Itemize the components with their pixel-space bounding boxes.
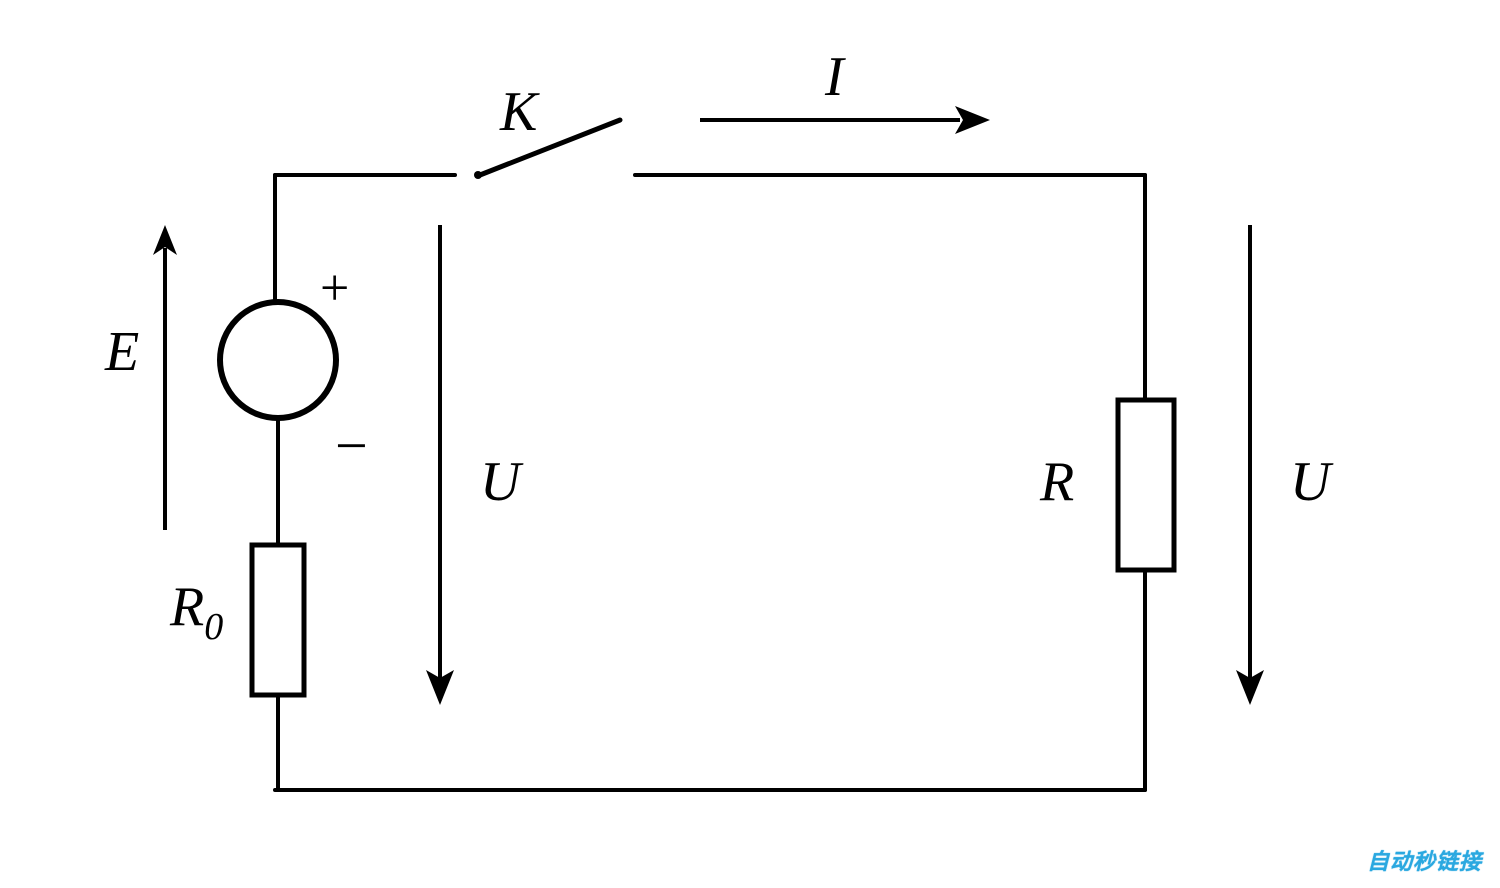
reference-arrows — [153, 106, 1264, 705]
watermark-text: 自动秒链接 — [1367, 844, 1482, 876]
arrow-u-right — [1236, 225, 1264, 705]
resistor-r0 — [252, 545, 304, 695]
circuit-diagram: E K I U U R R0 + − — [0, 0, 1500, 888]
resistor-r — [1118, 400, 1174, 570]
label-r0: R0 — [169, 576, 223, 648]
arrow-i — [700, 106, 990, 134]
switch-hinge — [474, 171, 482, 179]
label-minus: − — [335, 413, 368, 478]
label-plus: + — [320, 260, 349, 317]
circuit-wires — [275, 120, 1145, 790]
label-u-right: U — [1290, 451, 1334, 513]
label-k: K — [499, 81, 540, 143]
label-r: R — [1039, 451, 1074, 513]
label-u-left: U — [480, 451, 524, 513]
label-i: I — [824, 46, 846, 108]
arrow-e — [153, 225, 177, 530]
label-e: E — [104, 321, 139, 383]
voltage-source — [220, 302, 336, 418]
arrow-u-left — [426, 225, 454, 705]
